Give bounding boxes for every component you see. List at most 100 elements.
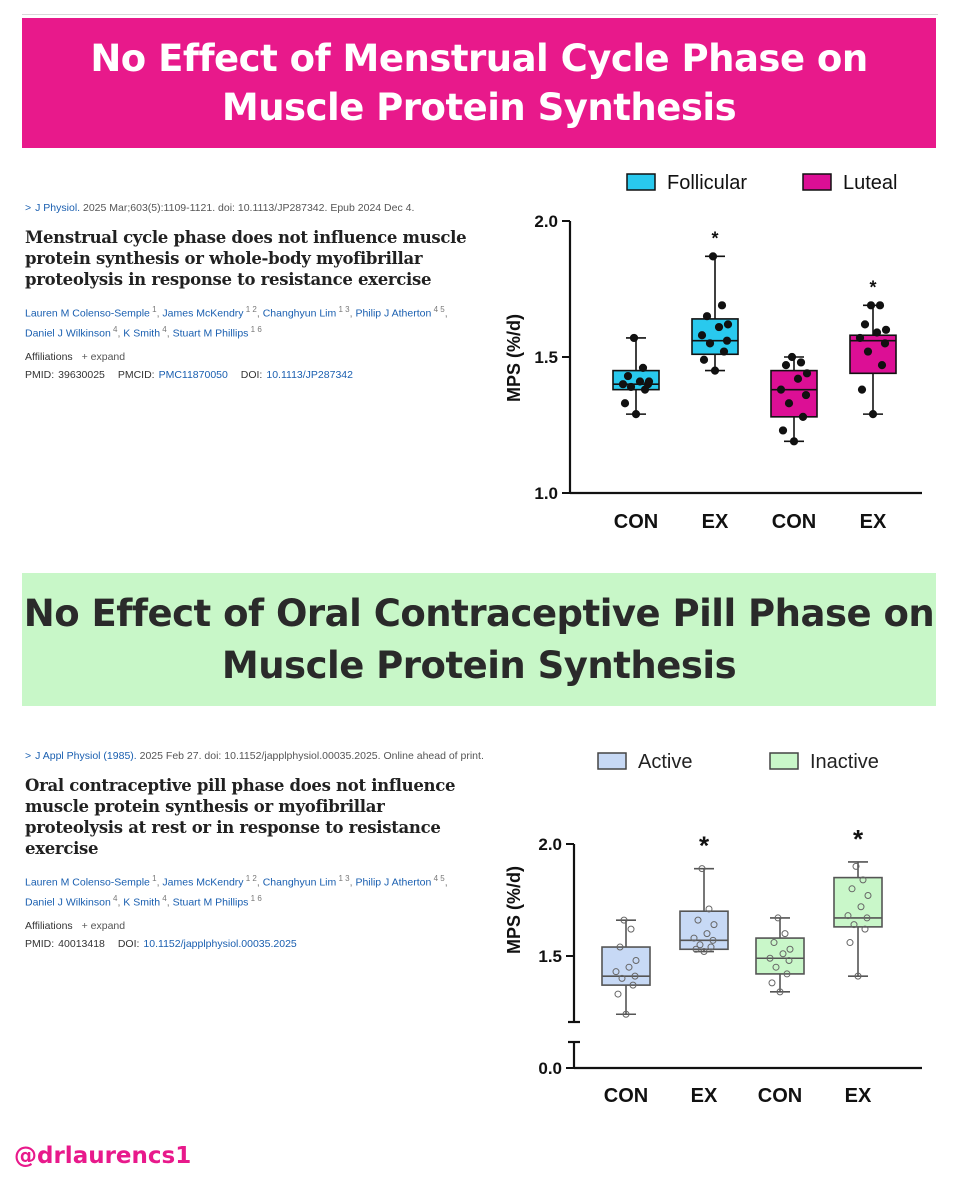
significance-star: * <box>711 228 718 248</box>
author-affiliation-number[interactable]: 1 6 <box>248 893 262 903</box>
box-luteal-ex: * <box>849 277 897 419</box>
expand-affiliations-button[interactable]: + expand <box>81 920 126 932</box>
data-point <box>786 945 794 953</box>
data-point <box>700 948 708 956</box>
data-point <box>868 410 878 419</box>
data-point <box>698 865 706 873</box>
x-category-label: EX <box>845 1085 872 1107</box>
author-link[interactable]: James McKendry <box>162 307 244 320</box>
data-point <box>644 377 654 386</box>
author-affiliation-number[interactable]: 1 2 <box>243 874 257 883</box>
legend-swatch <box>626 173 656 191</box>
box-iqr <box>755 937 805 975</box>
affiliations-label: Affiliations <box>25 351 73 363</box>
author-link[interactable]: Philip J Atherton <box>355 876 432 889</box>
significance-star: * <box>853 824 864 854</box>
data-point <box>699 355 709 364</box>
author-link[interactable]: Lauren M Colenso-Semple <box>25 876 150 889</box>
author-link[interactable]: Stuart M Phillips <box>172 896 249 908</box>
chevron-right-icon[interactable]: > <box>25 750 32 762</box>
box-active-ex: * <box>679 831 729 956</box>
pmcid-link[interactable]: PMC11870050 <box>158 369 228 381</box>
data-point <box>781 361 791 370</box>
author-handle[interactable]: @drlaurencs1 <box>14 1143 192 1169</box>
data-point <box>772 963 780 971</box>
data-point <box>864 892 872 900</box>
data-point <box>770 939 778 947</box>
author-affiliation-number[interactable]: 4 5 <box>431 305 445 314</box>
data-point <box>620 916 628 924</box>
data-point <box>625 963 633 971</box>
author-link[interactable]: Changhyun Lim <box>262 307 337 320</box>
data-point <box>857 385 867 394</box>
author-affiliation-number[interactable]: 1 <box>149 874 157 883</box>
data-point <box>789 437 799 446</box>
data-point <box>618 974 626 982</box>
author-link[interactable]: K Smith <box>123 327 161 339</box>
x-category-label: CON <box>614 511 658 533</box>
expand-affiliations-button[interactable]: + expand <box>81 351 126 363</box>
author-affiliation-number[interactable]: 1 <box>149 305 157 314</box>
author-affiliation-number[interactable]: 1 3 <box>336 305 350 314</box>
author-affiliation-number[interactable]: 4 <box>110 893 118 903</box>
data-point <box>801 390 811 400</box>
author-link[interactable]: Stuart M Phillips <box>172 327 249 339</box>
identifier-row: PMID: 39630025 PMCID: PMC11870050 DOI: 10.1… <box>25 368 475 382</box>
data-point <box>783 970 791 978</box>
author-link[interactable]: Daniel J Wilkinson <box>25 327 111 339</box>
journal-link[interactable]: J Appl Physiol (1985). <box>35 750 137 762</box>
author-affiliation-number[interactable]: 4 5 <box>431 874 445 883</box>
author-link[interactable]: Daniel J Wilkinson <box>25 896 111 908</box>
doi-link[interactable]: 10.1152/japplphysiol.00035.2025 <box>143 938 297 950</box>
author-link[interactable]: Philip J Atherton <box>355 307 432 320</box>
data-point <box>697 331 707 340</box>
data-point <box>719 347 729 356</box>
doi-link[interactable]: 10.1113/JP287342 <box>266 369 353 381</box>
author-link[interactable]: Changhyun Lim <box>262 876 337 889</box>
data-point <box>796 358 806 367</box>
chevron-right-icon[interactable]: > <box>25 202 32 214</box>
menstrual-cycle-banner: No Effect of Menstrual Cycle Phase on Mu… <box>22 18 936 148</box>
author-link[interactable]: James McKendry <box>162 876 244 889</box>
author-affiliation-number[interactable]: 4 <box>160 893 167 903</box>
author-link[interactable]: K Smith <box>123 896 161 908</box>
data-point <box>703 930 711 938</box>
x-category-label: EX <box>860 511 887 533</box>
data-point <box>768 979 776 987</box>
data-point <box>872 328 882 337</box>
author-affiliation-number[interactable]: 1 6 <box>248 324 262 334</box>
journal-details: 2025 Feb 27. doi: 10.1152/japplphysiol.0… <box>139 750 484 762</box>
pmid-value: 39630025 <box>58 369 105 381</box>
contraceptive-mps-boxplot: Active Inactive 0.0 1.5 2.0 MPS (%/d) CON EX CON… <box>504 751 922 1107</box>
data-point <box>631 410 641 419</box>
author-affiliation-number[interactable]: 4 <box>110 324 118 334</box>
banner-title-line2: Muscle Protein Synthesis <box>221 86 737 129</box>
data-point <box>707 943 715 951</box>
data-point <box>702 312 712 321</box>
y-axis-label: MPS (%/d) <box>504 314 524 402</box>
journal-details: 2025 Mar;603(5):1109-1121. doi: 10.1113/… <box>83 202 415 214</box>
x-category-label: CON <box>604 1085 648 1107</box>
legend-swatch <box>802 173 832 191</box>
data-point <box>875 301 885 310</box>
data-point <box>776 385 786 394</box>
data-point <box>710 921 718 929</box>
journal-line: > J Physiol. 2025 Mar;603(5):1109-1121. d… <box>25 201 475 215</box>
box-luteal-con <box>770 352 818 446</box>
pmid-label: PMID: <box>25 369 55 381</box>
top-divider <box>22 14 938 15</box>
x-category-label: EX <box>691 1085 718 1107</box>
author-affiliation-number[interactable]: 1 2 <box>243 305 257 314</box>
data-point <box>863 914 871 922</box>
box-iqr <box>770 369 818 418</box>
affiliations-label: Affiliations <box>25 920 73 932</box>
data-point <box>779 950 787 958</box>
author-affiliation-number[interactable]: 4 <box>160 324 167 334</box>
journal-link[interactable]: J Physiol. <box>35 202 81 214</box>
author-affiliation-number[interactable]: 1 3 <box>336 874 350 883</box>
y-tick-label: 1.0 <box>534 484 558 503</box>
affiliations-row: Affiliations + expand <box>25 919 475 933</box>
author-link[interactable]: Lauren M Colenso-Semple <box>25 307 150 320</box>
data-point <box>629 333 639 343</box>
box-inactive-ex: * <box>833 824 883 980</box>
